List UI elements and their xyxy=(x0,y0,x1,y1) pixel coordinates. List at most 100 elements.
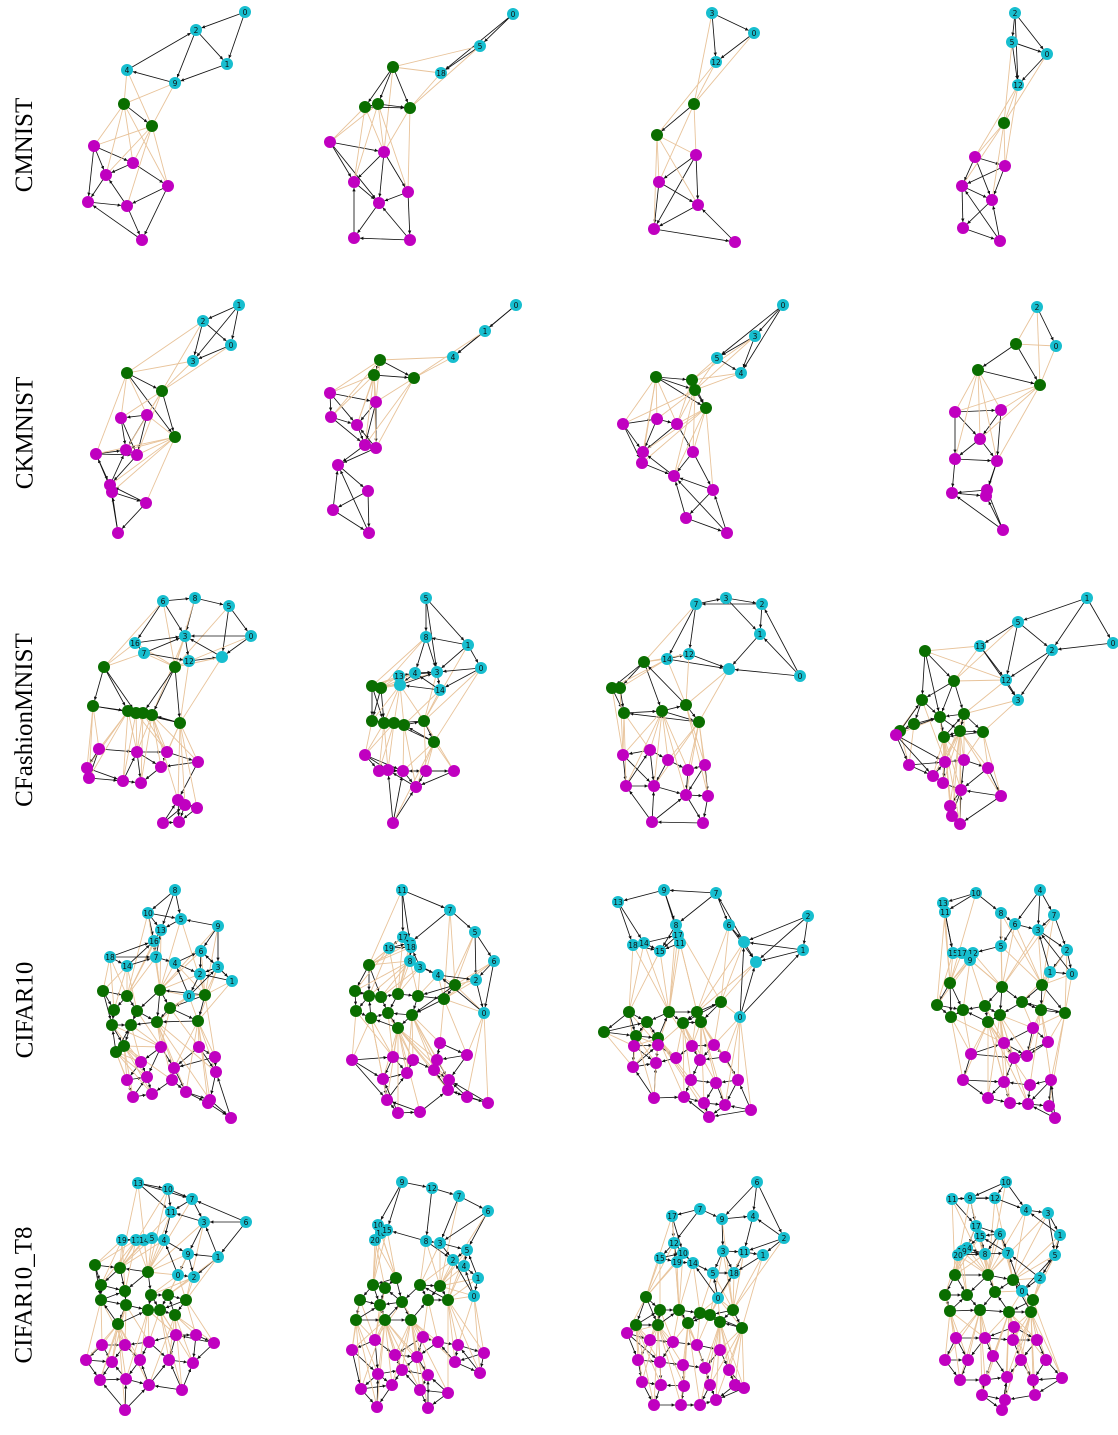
cross-edge xyxy=(128,912,149,991)
node-label: 7 xyxy=(1006,1249,1011,1258)
node xyxy=(447,1254,459,1266)
edge xyxy=(657,820,704,824)
edge xyxy=(126,372,172,433)
node xyxy=(157,817,169,829)
node xyxy=(958,708,970,720)
node xyxy=(704,1379,716,1391)
node xyxy=(648,223,660,235)
edge xyxy=(180,63,228,82)
cross-edge xyxy=(714,1001,722,1040)
cross-edge xyxy=(335,374,375,392)
node xyxy=(699,1362,711,1374)
node xyxy=(995,790,1007,802)
cross-edge xyxy=(733,1251,745,1305)
cross-edge xyxy=(945,742,962,791)
node-label: 6 xyxy=(755,1178,760,1187)
edge xyxy=(688,603,697,649)
cross-edge xyxy=(622,715,659,756)
node xyxy=(350,1005,362,1017)
cross-edge xyxy=(696,335,756,377)
cross-edge xyxy=(972,952,999,983)
node-label: 5 xyxy=(1016,618,1021,627)
node xyxy=(723,919,735,931)
node-label: 19 xyxy=(672,1258,682,1267)
node xyxy=(142,907,154,919)
cross-edge xyxy=(448,1305,456,1363)
node xyxy=(991,455,1003,467)
node xyxy=(721,527,733,539)
node xyxy=(693,716,705,728)
node xyxy=(1066,968,1078,980)
node xyxy=(656,705,668,717)
edge xyxy=(332,470,339,511)
node xyxy=(994,1009,1006,1021)
node xyxy=(650,371,662,383)
node xyxy=(414,1106,426,1118)
node-label: 9 xyxy=(173,79,178,88)
cross-edge xyxy=(380,970,416,998)
node xyxy=(169,77,181,89)
node xyxy=(621,1327,633,1339)
node xyxy=(327,504,339,516)
node xyxy=(719,1099,731,1111)
node xyxy=(996,981,1008,993)
node xyxy=(138,647,150,659)
cross-edge xyxy=(380,1232,395,1273)
node xyxy=(1081,592,1093,604)
cross-edge xyxy=(961,127,1002,187)
node-label: 1 xyxy=(483,327,488,336)
node xyxy=(363,527,375,539)
node-label: 18 xyxy=(406,943,416,952)
cross-edge xyxy=(378,728,393,772)
node xyxy=(121,990,133,1002)
node xyxy=(979,1000,991,1012)
edge xyxy=(920,650,926,695)
node xyxy=(651,413,663,425)
node xyxy=(163,1354,175,1366)
cross-edge xyxy=(353,112,365,183)
node xyxy=(443,1074,455,1086)
node-label: 11 xyxy=(675,939,685,948)
node xyxy=(150,951,162,963)
node-label: 7 xyxy=(457,1192,462,1201)
node xyxy=(997,524,1009,536)
node xyxy=(182,1248,194,1260)
node-label: 5 xyxy=(999,942,1004,951)
node xyxy=(121,1074,133,1086)
node xyxy=(653,176,665,188)
cross-edge xyxy=(1033,1317,1063,1379)
node xyxy=(414,1384,426,1396)
edge xyxy=(603,1022,642,1033)
node xyxy=(141,409,153,421)
cross-edge xyxy=(709,1327,720,1386)
node xyxy=(949,1269,961,1281)
node xyxy=(720,592,732,604)
node-label: 4 xyxy=(462,1262,467,1271)
node-label: 8 xyxy=(193,594,198,603)
edge xyxy=(739,967,756,1018)
cross-edge xyxy=(958,621,1019,678)
node-label: 3 xyxy=(721,1247,726,1256)
node-label: 2 xyxy=(198,970,203,979)
node-label: 18 xyxy=(729,1269,739,1278)
edge xyxy=(1086,597,1111,639)
cross-edge xyxy=(436,667,482,738)
graph-cfashion-1: 6 8 5 0 3 167 12 xyxy=(81,592,257,829)
node xyxy=(977,726,989,738)
edge xyxy=(677,480,728,534)
cross-edge xyxy=(694,407,707,447)
node xyxy=(225,339,237,351)
node xyxy=(965,1048,977,1060)
node xyxy=(87,700,99,712)
node-label: 7 xyxy=(714,889,719,898)
node-label: 2 xyxy=(782,1234,787,1243)
node xyxy=(362,485,374,497)
node xyxy=(710,887,722,899)
cross-edge xyxy=(352,1010,357,1055)
node xyxy=(708,1039,720,1051)
node xyxy=(405,1314,417,1326)
edge xyxy=(688,653,724,668)
cross-edge xyxy=(150,1278,189,1296)
edge xyxy=(442,667,482,673)
